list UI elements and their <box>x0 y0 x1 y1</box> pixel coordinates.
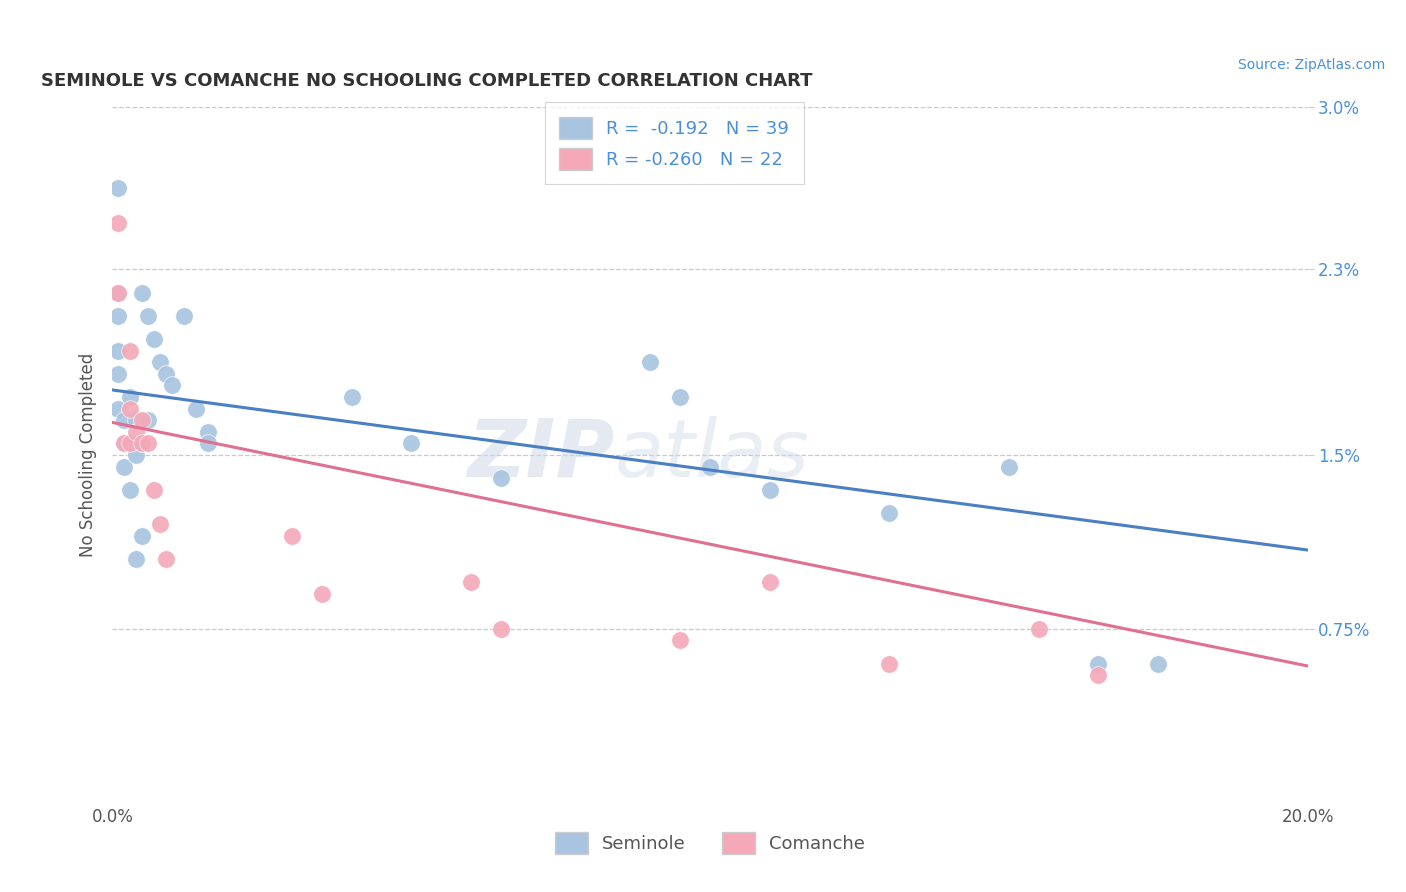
Point <box>107 401 129 416</box>
Point <box>125 552 148 566</box>
Point <box>131 436 153 450</box>
Point <box>340 390 363 404</box>
Point <box>138 436 160 450</box>
Point <box>120 401 142 416</box>
Point <box>669 633 692 648</box>
Point <box>460 575 482 590</box>
Point <box>120 390 142 404</box>
Point <box>120 436 142 450</box>
Point <box>489 622 512 636</box>
Point <box>107 367 129 381</box>
Point <box>759 575 782 590</box>
Point <box>114 436 135 450</box>
Point <box>107 181 129 195</box>
Point <box>998 459 1021 474</box>
Point <box>401 436 423 450</box>
Point <box>1087 668 1109 682</box>
Point <box>1028 622 1050 636</box>
Point <box>107 343 129 358</box>
Point <box>131 436 153 450</box>
Point <box>197 436 219 450</box>
Point <box>197 425 219 439</box>
Point <box>879 657 901 671</box>
Point <box>131 285 153 300</box>
Point <box>107 309 129 323</box>
Legend: Seminole, Comanche: Seminole, Comanche <box>546 823 875 863</box>
Point <box>114 436 135 450</box>
Point <box>138 413 160 427</box>
Point <box>131 529 153 543</box>
Point <box>173 309 195 323</box>
Point <box>125 413 148 427</box>
Point <box>143 483 166 497</box>
Point <box>120 436 142 450</box>
Point <box>1147 657 1170 671</box>
Point <box>311 587 333 601</box>
Point <box>120 343 142 358</box>
Text: atlas: atlas <box>614 416 810 494</box>
Point <box>107 285 129 300</box>
Point <box>1087 657 1109 671</box>
Point <box>143 332 166 346</box>
Point <box>640 355 662 369</box>
Point <box>131 413 153 427</box>
Point <box>155 367 177 381</box>
Point <box>281 529 304 543</box>
Text: SEMINOLE VS COMANCHE NO SCHOOLING COMPLETED CORRELATION CHART: SEMINOLE VS COMANCHE NO SCHOOLING COMPLE… <box>41 72 813 90</box>
Point <box>879 506 901 520</box>
Text: Source: ZipAtlas.com: Source: ZipAtlas.com <box>1237 58 1385 72</box>
Point <box>155 552 177 566</box>
Point <box>125 448 148 462</box>
Point <box>107 216 129 230</box>
Point <box>759 483 782 497</box>
Point <box>669 390 692 404</box>
Point <box>107 285 129 300</box>
Point <box>162 378 183 392</box>
Point <box>149 517 172 532</box>
Point <box>114 413 135 427</box>
Point <box>489 471 512 485</box>
Y-axis label: No Schooling Completed: No Schooling Completed <box>79 353 97 557</box>
Point <box>149 355 172 369</box>
Point <box>138 309 160 323</box>
Point <box>114 459 135 474</box>
Point <box>699 459 721 474</box>
Text: ZIP: ZIP <box>467 416 614 494</box>
Point <box>125 425 148 439</box>
Point <box>186 401 208 416</box>
Point <box>120 483 142 497</box>
